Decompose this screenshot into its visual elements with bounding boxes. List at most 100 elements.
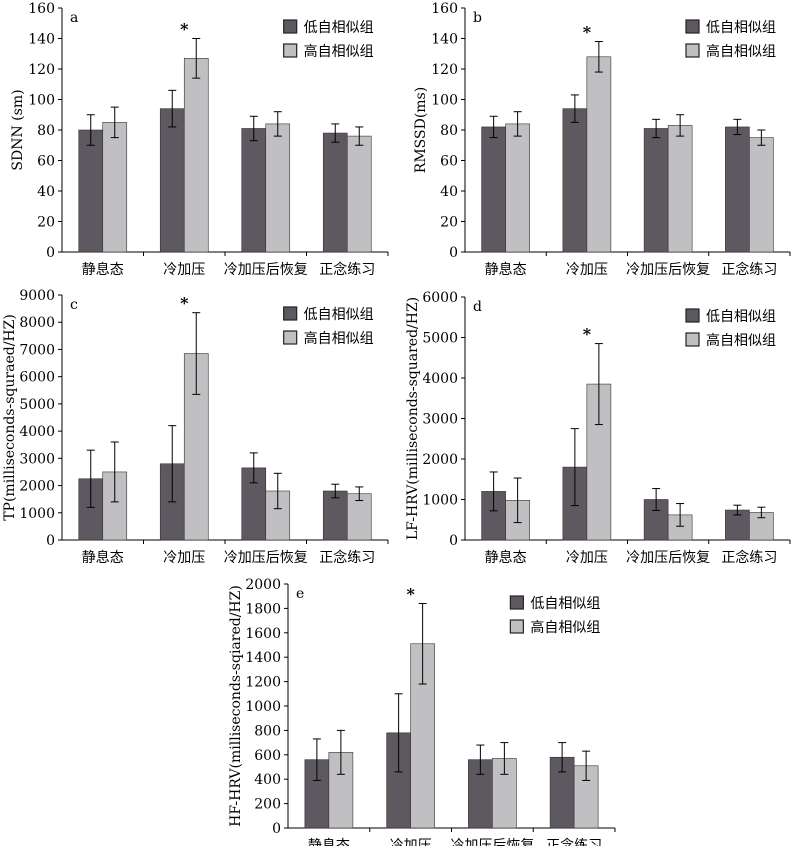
panel-label: b bbox=[473, 10, 482, 26]
y-tick-label: 0 bbox=[46, 245, 55, 261]
bar-low bbox=[322, 490, 348, 541]
legend-swatch bbox=[685, 332, 700, 347]
legend-label: 高自相似组 bbox=[304, 43, 374, 60]
y-axis-title: TP(milliseconds-squraed/HZ) bbox=[2, 314, 18, 521]
y-tick-label: 60 bbox=[440, 154, 458, 170]
significance-marker: * bbox=[583, 23, 592, 42]
legend-label: 低自相似组 bbox=[706, 20, 776, 36]
significance-marker: * bbox=[583, 325, 592, 344]
x-tick-label: 冷加压后恢复 bbox=[450, 837, 534, 846]
y-axis-title: RMSSD(ms) bbox=[413, 87, 429, 173]
x-tick-label: 静息态 bbox=[308, 837, 350, 846]
y-tick-label: 120 bbox=[431, 62, 458, 78]
x-tick-label: 冷加压 bbox=[390, 838, 432, 846]
y-axis-title: HF-HRV(milliseconds-sqiared/HZ) bbox=[228, 585, 244, 827]
bar-low bbox=[159, 108, 185, 253]
legend-swatch bbox=[685, 19, 700, 34]
significance-marker: * bbox=[406, 585, 415, 604]
chart-panel-b: 0 20 40 60 80 100 120 140 160 RMSSD(ms) b 静息态 冷加压 * 冷加… bbox=[413, 1, 791, 278]
bar-low bbox=[322, 132, 348, 253]
y-tick-label: 4000 bbox=[422, 371, 458, 387]
bar-high bbox=[749, 512, 774, 541]
y-tick-label: 5000 bbox=[19, 397, 55, 413]
legend-swatch bbox=[509, 595, 524, 610]
legend-label: 高自相似组 bbox=[304, 330, 374, 347]
bar-high bbox=[586, 56, 612, 253]
legend-swatch bbox=[283, 330, 298, 345]
y-tick-label: 5000 bbox=[422, 331, 458, 347]
y-tick-label: 1000 bbox=[245, 699, 281, 715]
bar-low bbox=[481, 126, 506, 253]
significance-marker: * bbox=[180, 20, 189, 39]
bar-high bbox=[346, 493, 372, 541]
bar-low bbox=[562, 108, 588, 253]
legend-swatch bbox=[685, 308, 700, 323]
y-tick-label: 2000 bbox=[422, 452, 458, 468]
y-tick-label: 2000 bbox=[245, 577, 281, 593]
x-tick-label: 静息态 bbox=[82, 261, 124, 278]
y-tick-label: 40 bbox=[37, 184, 55, 200]
y-tick-label: 140 bbox=[28, 32, 55, 48]
panel-label: d bbox=[473, 299, 482, 315]
legend-label: 高自相似组 bbox=[706, 43, 776, 60]
y-tick-label: 40 bbox=[440, 184, 458, 200]
bar-low bbox=[725, 126, 750, 253]
significance-marker: * bbox=[180, 294, 189, 313]
x-tick-label: 冷加压 bbox=[163, 550, 205, 566]
legend-swatch bbox=[283, 19, 298, 34]
bar-high bbox=[346, 135, 372, 253]
y-tick-label: 20 bbox=[440, 215, 458, 231]
y-tick-label: 4000 bbox=[19, 424, 55, 440]
y-tick-label: 0 bbox=[46, 533, 55, 549]
bar-high bbox=[265, 123, 291, 253]
y-tick-label: 1800 bbox=[245, 601, 281, 617]
y-tick-label: 100 bbox=[431, 93, 458, 109]
legend-label: 低自相似组 bbox=[530, 596, 600, 612]
y-tick-label: 80 bbox=[37, 123, 55, 139]
y-tick-label: 200 bbox=[254, 797, 281, 813]
y-tick-label: 60 bbox=[37, 154, 55, 170]
legend-swatch bbox=[509, 619, 524, 634]
legend-label: 低自相似组 bbox=[304, 20, 374, 36]
y-tick-label: 160 bbox=[431, 1, 458, 17]
panel-label: e bbox=[296, 586, 304, 602]
x-tick-label: 静息态 bbox=[485, 549, 527, 566]
x-tick-label: 正念练习 bbox=[721, 261, 777, 278]
legend-swatch bbox=[283, 43, 298, 58]
chart-panel-c: 0 1000 2000 3000 4000 5000 6000 7000 8000 9000TP(… bbox=[2, 288, 389, 566]
chart-panel-e: 0 200 400 600 800 1000 1200 1400 1600 1800 2000HF-… bbox=[228, 577, 616, 846]
chart-panel-d: 0 1000 2000 3000 4000 5000 6000LF-HRV(millisec… bbox=[405, 290, 791, 566]
x-tick-label: 冷加压 bbox=[163, 262, 205, 278]
bar-high bbox=[102, 122, 128, 253]
y-tick-label: 1400 bbox=[245, 650, 281, 666]
y-tick-label: 1200 bbox=[245, 675, 281, 691]
panel-label: c bbox=[70, 297, 78, 313]
x-tick-label: 正念练习 bbox=[721, 549, 777, 566]
y-tick-label: 1000 bbox=[422, 493, 458, 509]
y-tick-label: 8000 bbox=[19, 315, 55, 331]
y-tick-label: 140 bbox=[431, 32, 458, 48]
x-tick-label: 冷加压后恢复 bbox=[626, 261, 710, 278]
x-tick-label: 冷加压后恢复 bbox=[626, 549, 710, 566]
y-tick-label: 0 bbox=[272, 821, 281, 837]
y-tick-label: 2000 bbox=[19, 479, 55, 495]
chart-panel-a: 0 20 40 60 80 100 120 140 160 SDNN (sm) a 静息态 冷加压 * 冷加… bbox=[10, 1, 389, 278]
y-tick-label: 3000 bbox=[422, 412, 458, 428]
y-tick-label: 0 bbox=[449, 533, 458, 549]
x-tick-label: 静息态 bbox=[82, 549, 124, 566]
x-tick-label: 冷加压 bbox=[566, 550, 608, 566]
bar-high bbox=[667, 125, 693, 253]
y-tick-label: 6000 bbox=[422, 290, 458, 306]
legend-swatch bbox=[283, 306, 298, 321]
y-tick-label: 160 bbox=[28, 1, 55, 17]
y-tick-label: 20 bbox=[37, 215, 55, 231]
legend-label: 低自相似组 bbox=[304, 307, 374, 323]
y-tick-label: 0 bbox=[449, 245, 458, 261]
y-tick-label: 3000 bbox=[19, 451, 55, 467]
x-tick-label: 静息态 bbox=[485, 261, 527, 278]
panel-label: a bbox=[70, 10, 78, 26]
y-tick-label: 7000 bbox=[19, 342, 55, 358]
bar-low bbox=[78, 129, 104, 253]
y-tick-label: 400 bbox=[254, 772, 281, 788]
